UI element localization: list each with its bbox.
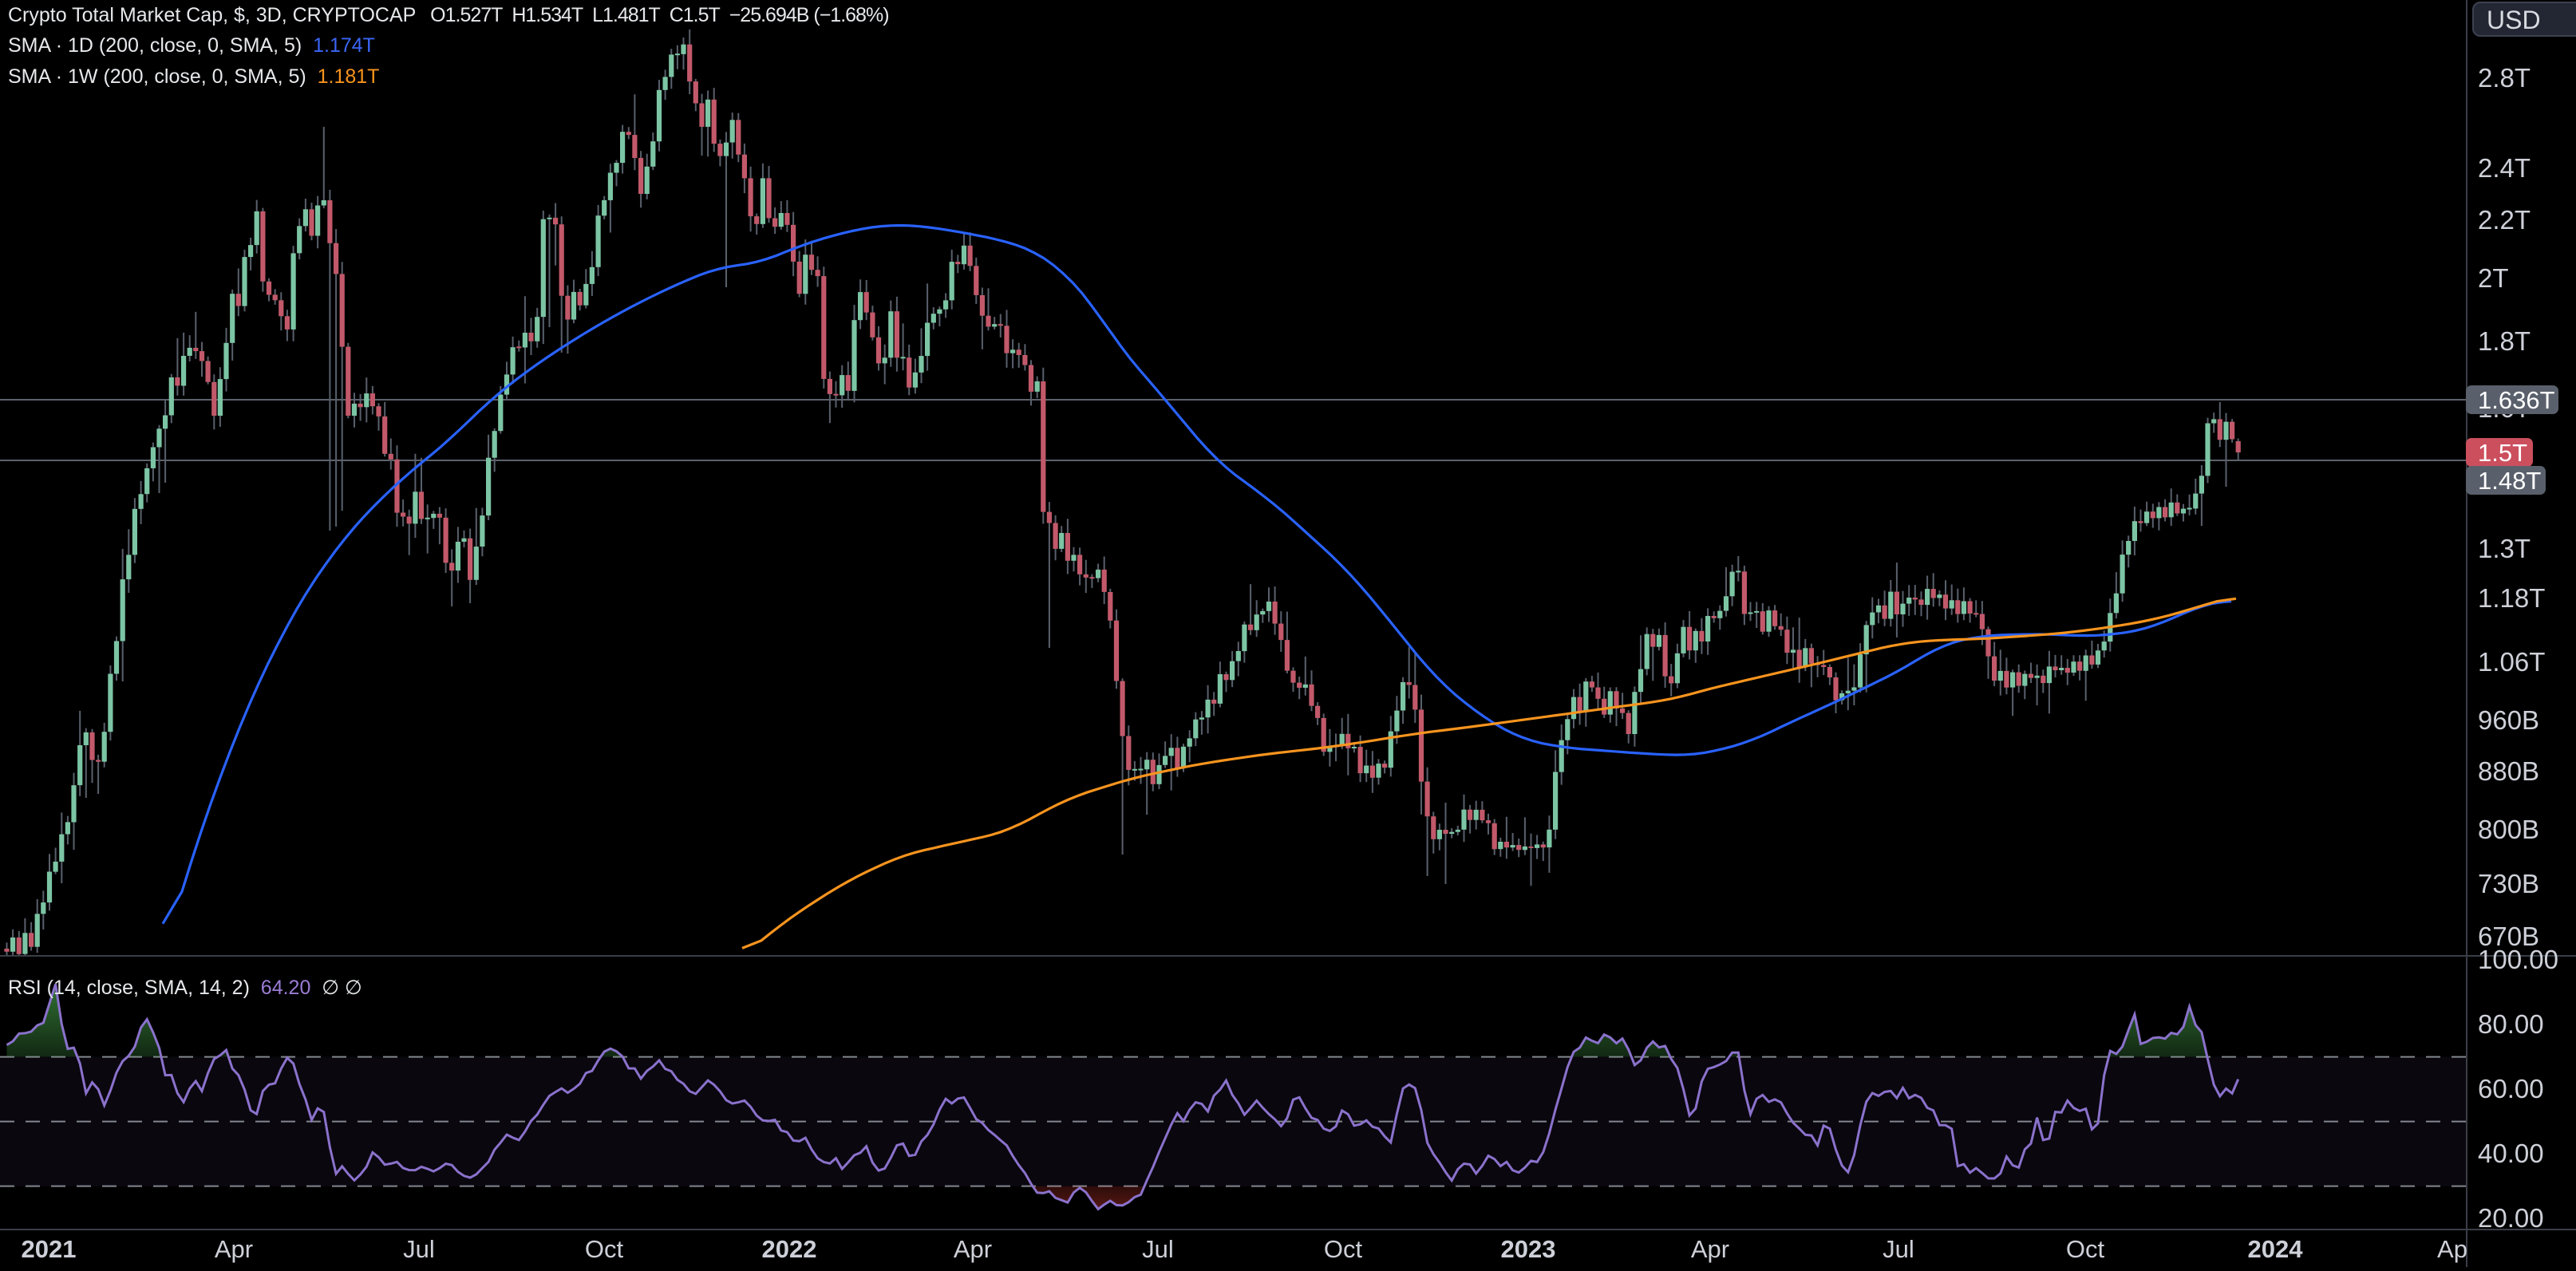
svg-text:80.00: 80.00 xyxy=(2478,1009,2544,1039)
svg-text:20.00: 20.00 xyxy=(2478,1203,2544,1233)
svg-text:100.00: 100.00 xyxy=(2478,945,2558,974)
svg-text:2021: 2021 xyxy=(22,1235,77,1263)
svg-text:Jul: Jul xyxy=(403,1235,435,1263)
svg-text:Crypto Total Market Cap, $, 3D: Crypto Total Market Cap, $, 3D, CRYPTOCA… xyxy=(8,4,889,26)
svg-text:1.636T: 1.636T xyxy=(2478,386,2555,414)
svg-text:1.06T: 1.06T xyxy=(2478,647,2545,677)
svg-text:RSI (14, close, SMA, 14, 2) 6: RSI (14, close, SMA, 14, 2) 64.20 ∅ ∅ xyxy=(8,977,362,999)
svg-text:1.48T: 1.48T xyxy=(2478,467,2541,495)
svg-text:Apr: Apr xyxy=(954,1235,992,1263)
svg-text:2T: 2T xyxy=(2478,263,2509,293)
svg-text:1.5T: 1.5T xyxy=(2478,439,2527,467)
svg-text:40.00: 40.00 xyxy=(2478,1139,2544,1168)
svg-text:1.8T: 1.8T xyxy=(2478,326,2531,356)
svg-text:670B: 670B xyxy=(2478,922,2539,951)
svg-text:Oct: Oct xyxy=(2066,1235,2105,1263)
svg-text:1.18T: 1.18T xyxy=(2478,583,2545,613)
svg-text:Jul: Jul xyxy=(1142,1235,1174,1263)
svg-text:Apr: Apr xyxy=(1691,1235,1729,1263)
svg-text:USD: USD xyxy=(2487,6,2541,34)
svg-text:880B: 880B xyxy=(2478,756,2539,786)
svg-text:Apr: Apr xyxy=(215,1235,253,1263)
svg-text:2.8T: 2.8T xyxy=(2478,63,2531,93)
svg-text:SMA · 1D (200, close, 0, SMA,: SMA · 1D (200, close, 0, SMA, 5) 1.174T xyxy=(8,34,375,57)
svg-text:Jul: Jul xyxy=(1883,1235,1914,1263)
svg-text:Ap: Ap xyxy=(2437,1235,2467,1263)
svg-text:2023: 2023 xyxy=(1501,1235,1556,1263)
svg-text:730B: 730B xyxy=(2478,869,2539,898)
svg-text:960B: 960B xyxy=(2478,705,2539,735)
svg-text:2024: 2024 xyxy=(2248,1235,2304,1263)
svg-text:2.4T: 2.4T xyxy=(2478,153,2531,183)
svg-text:Oct: Oct xyxy=(585,1235,624,1263)
svg-text:2.2T: 2.2T xyxy=(2478,205,2531,235)
svg-text:SMA · 1W (200, close, 0, SMA,: SMA · 1W (200, close, 0, SMA, 5) 1.181T xyxy=(8,65,379,88)
svg-text:800B: 800B xyxy=(2478,815,2539,844)
svg-text:Oct: Oct xyxy=(1324,1235,1363,1263)
svg-text:2022: 2022 xyxy=(762,1235,817,1263)
svg-text:1.3T: 1.3T xyxy=(2478,534,2531,563)
svg-text:60.00: 60.00 xyxy=(2478,1074,2544,1103)
